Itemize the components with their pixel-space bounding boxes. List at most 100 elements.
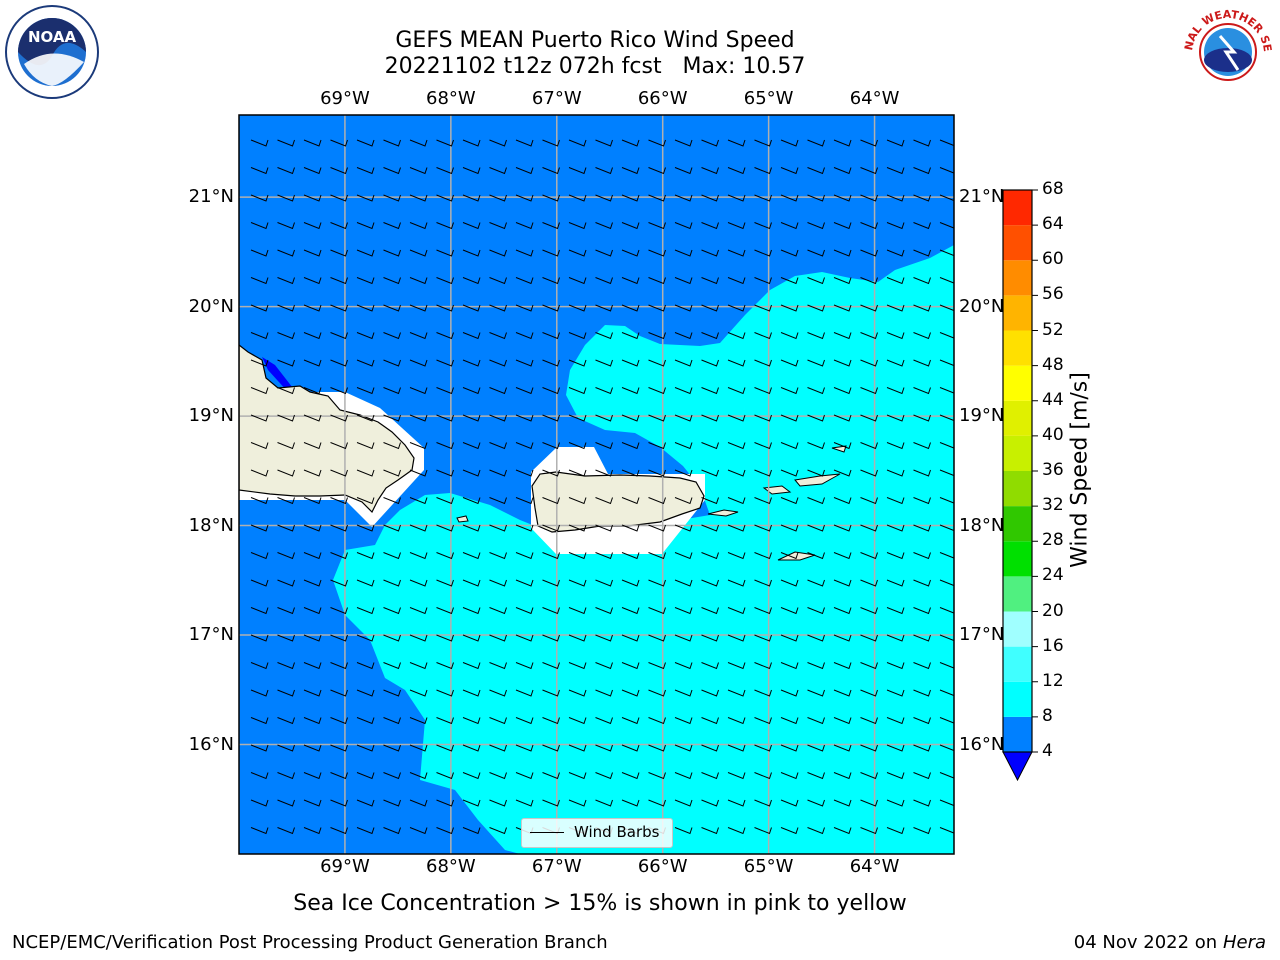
lon-label-bottom: 65°W [743, 856, 794, 877]
wind-barb [595, 304, 613, 312]
wind-barb [277, 772, 295, 780]
wind-barb [833, 139, 852, 147]
wind-barb [515, 579, 534, 587]
wind-barb [727, 579, 746, 587]
wind-barb [568, 332, 587, 340]
footer-branch: NCEP/EMC/Verification Post Processing Pr… [12, 932, 608, 953]
wind-barb [621, 579, 640, 587]
wind-barb [754, 387, 772, 395]
wind-barb [621, 524, 640, 532]
wind-barb [462, 744, 481, 752]
wind-barb [383, 277, 401, 285]
colorbar-segment [1003, 260, 1032, 296]
wind-barb [833, 249, 852, 257]
wind-barb [409, 772, 428, 780]
wind-barb [250, 139, 269, 147]
wind-fill-under-4 [262, 357, 296, 392]
wind-barb [277, 799, 295, 807]
wind-barb [860, 442, 878, 450]
colorbar-segment [1003, 400, 1032, 436]
lon-label-top: 67°W [531, 88, 582, 109]
lon-label-top: 68°W [425, 88, 476, 109]
wind-barb [462, 304, 481, 312]
wind-barb [754, 827, 772, 835]
wind-barb [356, 167, 375, 175]
wind-barb [462, 524, 481, 532]
lat-label-right: 21°N [959, 186, 1005, 208]
wind-barb [489, 222, 507, 230]
wind-barb [621, 634, 640, 642]
wind-barb [568, 552, 587, 560]
wind-barb [727, 689, 746, 697]
wind-barb [648, 332, 666, 340]
wind-barb [330, 277, 348, 285]
wind-barb [330, 167, 348, 175]
wind-barb [939, 414, 954, 422]
wind-barb [754, 662, 772, 670]
wind-barb [913, 497, 931, 505]
wind-barb [727, 497, 746, 505]
wind-barb [727, 744, 746, 752]
wind-barb [383, 332, 401, 340]
colorbar-tick-label: 44 [1042, 389, 1064, 410]
wind-barb [515, 442, 534, 450]
wind-barb [436, 772, 454, 780]
wind-barb [542, 717, 560, 725]
wind-barb [515, 167, 534, 175]
wind-barb [754, 552, 772, 560]
wind-barb [701, 552, 719, 560]
wind-barb [356, 497, 375, 505]
wind-barb [860, 772, 878, 780]
wind-barb [489, 607, 507, 615]
wind-barb [515, 799, 534, 807]
wind-barb [542, 469, 560, 477]
colorbar-tick-label: 56 [1042, 284, 1064, 305]
wind-barb [515, 634, 534, 642]
wind-barb [939, 689, 954, 697]
wind-barb [303, 387, 322, 395]
wind-barb [913, 827, 931, 835]
wind-barb [436, 139, 454, 147]
wind-barb [833, 469, 852, 477]
wind-barb [436, 579, 454, 587]
wind-barb [621, 717, 640, 725]
wind-barb [727, 524, 746, 532]
wind-barb [833, 442, 852, 450]
wind-barb [409, 277, 428, 285]
wind-barb [674, 524, 693, 532]
wind-barb [330, 579, 348, 587]
wind-barb [330, 194, 348, 202]
wind-barb [939, 552, 954, 559]
wind-barb [595, 442, 613, 450]
wind-barb [568, 249, 587, 257]
wind-barb [780, 359, 799, 367]
island-culebra [831, 445, 847, 453]
wind-barb [462, 442, 481, 450]
wind-barb [701, 442, 719, 450]
wind-barb [754, 167, 772, 175]
wind-barb [356, 689, 375, 697]
footer-date-text: 04 Nov 2022 on [1073, 932, 1218, 953]
wind-barb [674, 552, 693, 560]
wind-barb [727, 827, 746, 835]
wind-barb [701, 277, 719, 285]
colorbar-tick-label: 16 [1042, 635, 1064, 656]
wind-barb [303, 469, 322, 477]
wind-barb [330, 552, 348, 560]
wind-barb [277, 304, 295, 312]
wind-barb [727, 277, 746, 285]
wind-barb [542, 387, 560, 395]
wind-barb [250, 497, 269, 505]
wind-barb [330, 607, 348, 615]
wind-barb [621, 249, 640, 257]
wind-barb [303, 304, 322, 312]
wind-barb [515, 359, 534, 367]
wind-barb [674, 799, 693, 807]
wind-barb [409, 524, 428, 532]
wind-barb [701, 827, 719, 835]
wind-barb [674, 222, 693, 230]
wind-barb [833, 744, 852, 752]
wind-barb [860, 387, 878, 395]
wind-barb [542, 194, 560, 202]
wind-barb [595, 689, 613, 697]
